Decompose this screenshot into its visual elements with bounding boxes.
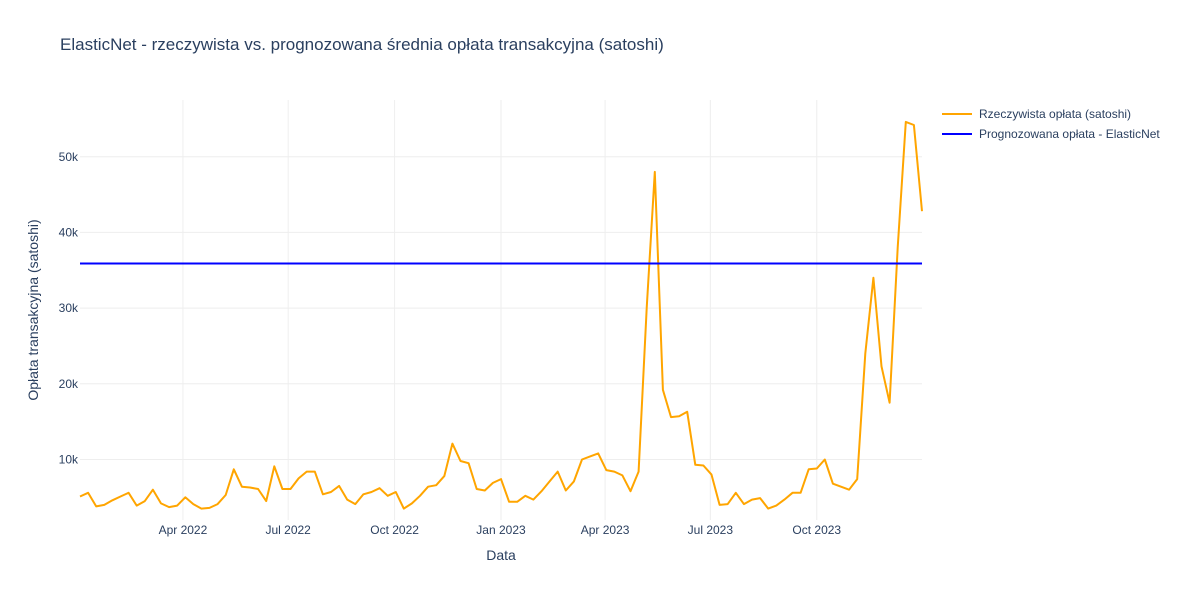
x-tick-label: Apr 2022 (159, 523, 208, 537)
legend-item-actual[interactable]: Rzeczywista opłata (satoshi) (942, 107, 1131, 121)
legend[interactable]: Rzeczywista opłata (satoshi) Prognozowana… (942, 107, 1160, 141)
y-axis-title: Opłata transakcyjna (satoshi) (25, 219, 41, 400)
tick-layer: Apr 2022 Jul 2022 Oct 2022 Jan 2023 Apr 2023… (59, 150, 842, 537)
x-axis-title: Data (486, 547, 516, 563)
y-tick-label: 20k (59, 377, 79, 391)
chart-title: ElasticNet - rzeczywista vs. prognozowan… (60, 35, 664, 54)
y-tick-label: 10k (59, 452, 79, 466)
y-tick-label: 40k (59, 225, 79, 239)
actual-fee-line (79, 120, 923, 510)
x-tick-label: Jan 2023 (476, 523, 526, 537)
y-tick-label: 30k (59, 301, 79, 315)
y-tick-label: 50k (59, 150, 79, 164)
x-tick-label: Jul 2023 (688, 523, 734, 537)
legend-item-predicted[interactable]: Prognozowana opłata - ElasticNet (942, 127, 1160, 141)
grid-layer (80, 100, 922, 520)
legend-label: Rzeczywista opłata (satoshi) (979, 107, 1131, 121)
x-tick-label: Oct 2022 (370, 523, 419, 537)
x-tick-label: Jul 2022 (265, 523, 311, 537)
x-tick-label: Oct 2023 (792, 523, 841, 537)
series-layer (79, 120, 923, 510)
legend-label: Prognozowana opłata - ElasticNet (979, 127, 1160, 141)
x-tick-label: Apr 2023 (581, 523, 630, 537)
